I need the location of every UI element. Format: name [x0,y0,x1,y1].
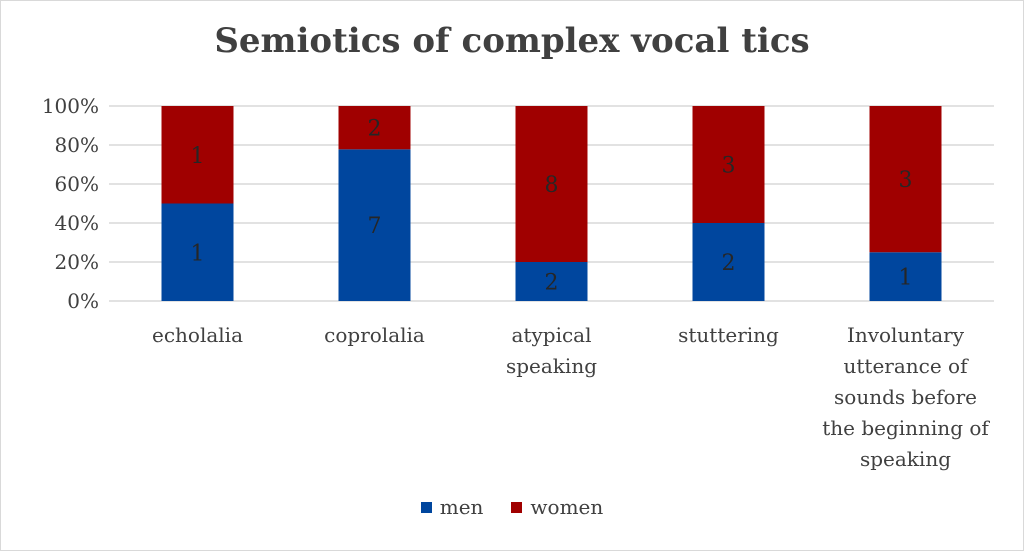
x-tick-label: Involuntary [847,323,965,347]
legend: men women [1,495,1023,519]
x-tick-label: speaking [860,447,951,471]
x-tick-label: atypical [512,323,592,347]
x-tick-label: stuttering [678,323,779,347]
data-label-men: 1 [899,266,913,291]
bar-women [869,106,942,253]
x-tick-label: utterance of [844,354,970,378]
legend-label-women: women [530,495,604,519]
y-tick-label: 100% [42,94,99,118]
x-tick-label: sounds before [834,385,977,409]
legend-swatch-women [511,501,523,513]
data-label-women: 3 [899,168,913,193]
data-label-men: 1 [191,241,205,266]
data-label-men: 7 [368,214,382,239]
data-label-women: 3 [722,154,736,179]
bar-men [869,252,942,301]
y-tick-label: 60% [55,172,99,196]
bar-men [338,149,411,301]
bar-men [692,223,765,301]
chart-title: Semiotics of complex vocal tics [214,21,810,61]
data-label-women: 8 [545,173,559,198]
data-label-women: 1 [191,144,205,169]
y-tick-label: 80% [55,133,99,157]
data-label-men: 2 [722,251,736,276]
bar-women [338,106,411,150]
bar-women [515,106,588,262]
data-label-men: 2 [545,271,559,296]
legend-item-men: men [420,495,484,519]
data-label-women: 2 [368,117,382,142]
bar-women [161,106,234,204]
legend-label-men: men [439,495,484,519]
legend-item-women: women [511,495,603,519]
bar-women [692,106,765,223]
y-tick-label: 20% [55,250,99,274]
x-tick-label: the beginning of [822,416,990,440]
x-tick-label: speaking [506,354,597,378]
bar-men [161,203,234,301]
bar-men [515,262,588,301]
x-tick-label: coprolalia [324,323,425,347]
y-tick-label: 0% [67,289,99,313]
legend-swatch-men [420,501,432,513]
x-tick-label: echolalia [152,323,243,347]
y-tick-label: 40% [55,211,99,235]
